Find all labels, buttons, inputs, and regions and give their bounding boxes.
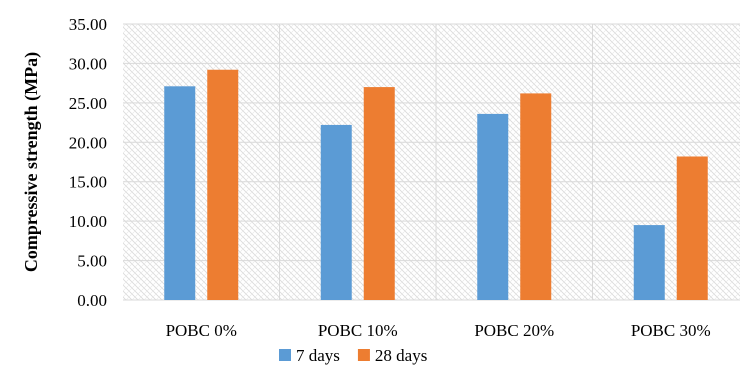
y-tick-label: 10.00 [69, 212, 107, 231]
y-tick-labels: 0.00 5.00 10.00 15.00 20.00 25.00 30.00 35.00 [69, 15, 107, 310]
y-tick-label: 25.00 [69, 94, 107, 113]
y-tick-label: 5.00 [77, 252, 107, 271]
y-tick-label: 15.00 [69, 173, 107, 192]
y-tick-label: 20.00 [69, 133, 107, 152]
y-tick-label: 30.00 [69, 54, 107, 73]
x-tick-label: POBC 30% [631, 321, 711, 340]
x-tick-label: POBC 20% [474, 321, 554, 340]
bar [633, 225, 665, 300]
bar [676, 156, 708, 300]
bar [520, 93, 552, 300]
bar [164, 86, 196, 300]
bar [207, 69, 239, 300]
x-tick-label: POBC 0% [166, 321, 237, 340]
bar [477, 113, 509, 300]
y-tick-label: 0.00 [77, 291, 107, 310]
y-tick-label: 35.00 [69, 15, 107, 34]
legend-label: 28 days [375, 346, 427, 365]
bar [363, 87, 395, 300]
legend-swatch [357, 349, 370, 361]
y-axis-label: Compressive strength (MPa) [21, 52, 42, 272]
legend-label: 7 days [296, 346, 340, 365]
x-tick-label: POBC 10% [318, 321, 398, 340]
legend: 7 days 28 days [279, 346, 427, 365]
bars [164, 69, 708, 301]
x-tick-labels: POBC 0% POBC 10% POBC 20% POBC 30% [166, 321, 711, 340]
legend-swatch [279, 349, 291, 361]
bar [320, 124, 352, 301]
